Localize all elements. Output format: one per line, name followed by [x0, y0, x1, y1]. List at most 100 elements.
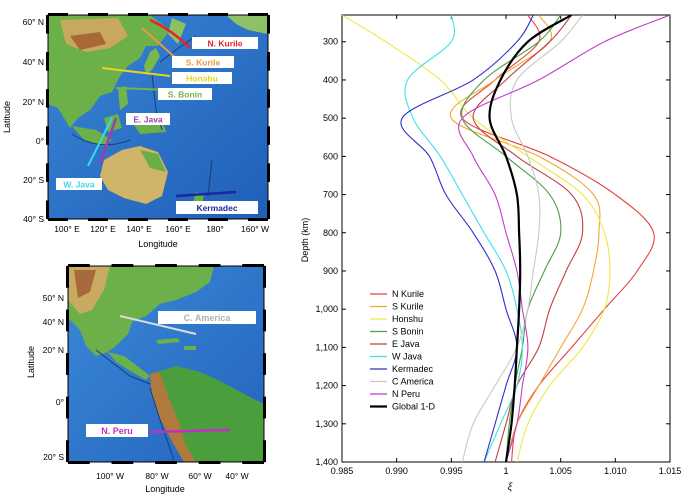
- label-text: Honshu: [186, 74, 218, 84]
- legend-label: Honshu: [392, 314, 423, 324]
- frame-tick: [88, 13, 108, 16]
- frame-tick: [66, 396, 69, 419]
- series-line-kermadec: [400, 15, 534, 462]
- frame-tick: [263, 440, 266, 462]
- lat-tick-label: 40° N: [23, 57, 44, 67]
- frame-tick: [66, 353, 69, 375]
- series-line-c-america: [461, 15, 583, 462]
- region-label-n-peru: N. Peru: [86, 424, 148, 437]
- frame-tick: [168, 218, 188, 221]
- frame-tick: [66, 309, 69, 332]
- bottom-map: C. America N. Peru 50° N 40° N 20° N 0° 20° …: [26, 264, 266, 494]
- lon-tick-label: 80° W: [145, 471, 168, 481]
- north-america: [68, 266, 214, 356]
- top-map-lat-label: Latitude: [2, 101, 12, 133]
- x-tick-label: 1: [503, 466, 508, 476]
- label-text: N. Peru: [101, 426, 133, 436]
- south-america: [150, 366, 264, 462]
- series-line-s-kurile: [449, 15, 601, 462]
- y-axis-ticks: 300 400 500 600 700 800 900 1,000 1,100 1,200 1,30…: [315, 37, 670, 467]
- rockies: [74, 270, 96, 298]
- bottom-map-lon-ticks: 100° W 80° W 60° W 40° W: [96, 471, 249, 481]
- kermadec-line: [175, 190, 237, 198]
- frame-tick: [208, 218, 228, 221]
- lon-tick-label: 160° W: [241, 224, 269, 234]
- region-label-s-bonin: S. Bonin: [158, 88, 212, 100]
- frame-tick: [46, 163, 49, 182]
- lon-tick-label: 120° E: [90, 224, 116, 234]
- label-text: Kermadec: [196, 203, 237, 213]
- frame-tick: [198, 461, 221, 464]
- legend: N Kurile S Kurile Honshu S Bonin E Java W Jav…: [370, 289, 436, 412]
- legend-label: Global 1-D: [392, 402, 436, 412]
- lon-tick-label: 180°: [206, 224, 224, 234]
- top-map-lat-ticks: 60° N 40° N 20° N 0° 20° S 40° S: [23, 17, 45, 224]
- hispaniola: [184, 346, 196, 350]
- y-tick-label: 800: [323, 228, 338, 238]
- frame-tick: [263, 353, 266, 375]
- frame-tick: [267, 126, 270, 145]
- series-line-honshu: [342, 15, 611, 462]
- y-tick-label: 300: [323, 37, 338, 47]
- frame-tick: [128, 218, 148, 221]
- frame-tick: [68, 461, 90, 464]
- frame-tick: [242, 461, 264, 464]
- top-map-frame: [47, 14, 269, 220]
- frame-tick: [267, 89, 270, 108]
- frame-tick: [111, 264, 134, 267]
- frame-tick: [267, 15, 270, 34]
- region-label-e-java: E. Java: [126, 113, 170, 125]
- bottom-map-frame-ticks: [66, 264, 266, 464]
- e-java-line: [98, 117, 118, 165]
- y-tick-label: 600: [323, 151, 338, 161]
- frame-tick: [88, 218, 108, 221]
- bottom-map-lon-label: Longitude: [145, 484, 185, 494]
- w-java-line: [87, 117, 113, 167]
- frame-tick: [267, 163, 270, 182]
- top-map-lon-ticks: 100° E 120° E 140° E 160° E 180° 160° W: [54, 224, 269, 234]
- label-text: E. Java: [133, 115, 163, 125]
- frame-tick: [46, 89, 49, 108]
- legend-label: Kermadec: [392, 364, 434, 374]
- y-tick-label: 1,100: [315, 342, 338, 352]
- frame-tick: [68, 264, 90, 267]
- bottom-map-lat-ticks: 50° N 40° N 20° N 0° 20° S: [43, 293, 65, 462]
- lat-tick-label: 50° N: [43, 293, 64, 303]
- y-tick-label: 1,200: [315, 381, 338, 391]
- x-tick-label: 0.995: [440, 466, 463, 476]
- lat-tick-label: 40° S: [23, 214, 44, 224]
- frame-tick: [111, 461, 134, 464]
- lon-tick-label: 100° E: [54, 224, 80, 234]
- legend-label: C America: [392, 377, 434, 387]
- central-america: [108, 352, 150, 380]
- region-label-w-java: W. Java: [56, 178, 102, 190]
- x-tick-label: 0.990: [385, 466, 408, 476]
- y-tick-label: 900: [323, 266, 338, 276]
- n-peru-line: [149, 428, 231, 434]
- frame-tick: [66, 266, 69, 288]
- alaska: [226, 15, 268, 34]
- frame-tick: [46, 200, 49, 219]
- asia-mountains: [70, 32, 106, 50]
- x-tick-label: 1.010: [604, 466, 627, 476]
- lat-tick-label: 40° N: [43, 317, 64, 327]
- lat-tick-label: 20° S: [23, 175, 44, 185]
- depth-profile-chart: 0.985 0.990 0.995 1 1.005 1.010 1.015 300 400 50…: [300, 14, 681, 493]
- c-america-line: [119, 315, 197, 335]
- lat-tick-label: 0°: [36, 136, 44, 146]
- frame-tick: [248, 13, 268, 16]
- lat-tick-label: 20° N: [43, 345, 64, 355]
- lon-tick-label: 160° E: [165, 224, 191, 234]
- peru-trench: [149, 387, 175, 461]
- lat-tick-label: 60° N: [23, 17, 44, 27]
- top-map: N. Kurile S. Kurile Honshu S. Bonin E. J…: [2, 13, 270, 249]
- frame-tick: [66, 440, 69, 462]
- frame-tick: [267, 52, 270, 71]
- frame-tick: [242, 264, 264, 267]
- lat-tick-label: 0°: [56, 397, 64, 407]
- frame-tick: [263, 309, 266, 332]
- frame-tick: [267, 200, 270, 219]
- kermadec-trench: [207, 159, 213, 197]
- y-tick-label: 400: [323, 75, 338, 85]
- y-tick-label: 1,300: [315, 419, 338, 429]
